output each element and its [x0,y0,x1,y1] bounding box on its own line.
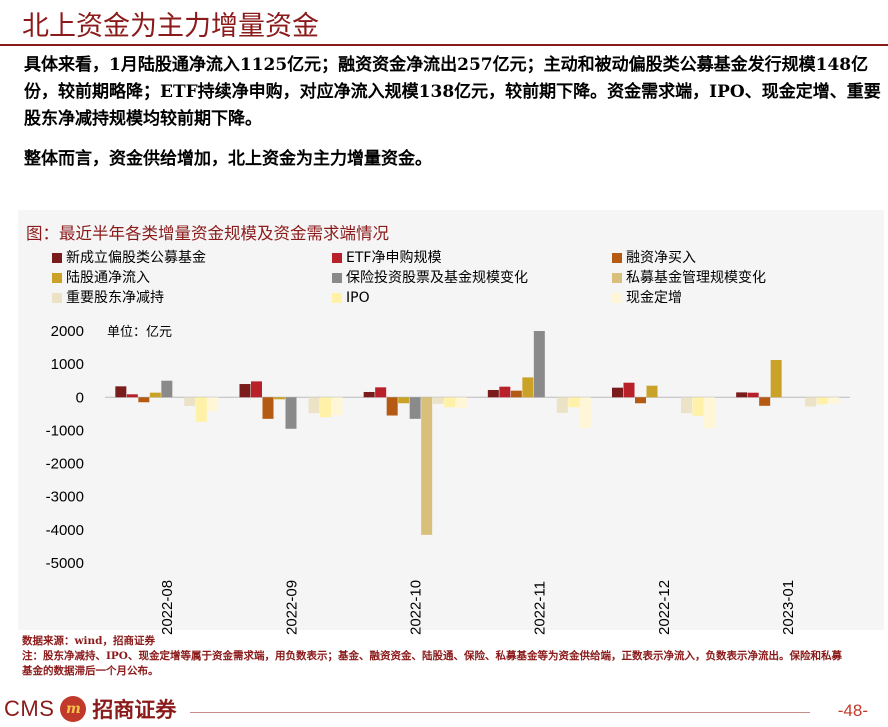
logo-chinese-name: 招商证券 [92,697,177,722]
chart-panel [18,210,884,630]
bar [770,360,782,398]
bar [184,397,196,406]
bar [161,380,173,398]
footer-divider [190,712,810,713]
bar [556,397,568,413]
bar [398,397,410,404]
legend-label: 私募基金管理规模变化 [626,269,766,286]
y-tick-label: -3000 [46,489,84,506]
y-tick-label: 1000 [51,356,84,373]
legend-swatch [52,273,62,283]
bar [747,392,759,398]
bar [646,385,658,398]
legend-swatch [332,273,342,283]
y-tick-label: 2000 [51,323,84,340]
bar [115,386,127,398]
legend-swatch [332,253,342,263]
bar [308,397,320,414]
legend-label: 陆股通净流入 [66,270,150,286]
bar [828,397,840,404]
bar [805,397,817,407]
x-tick-label: 2022-08 [159,580,176,635]
unit-label: 单位：亿元 [107,325,172,340]
y-tick-label: -2000 [46,456,84,473]
bar [623,382,635,398]
bar [635,397,646,404]
footnote-text: 注：股东净减持、IPO、现金定增等属于资金需求端，用负数表示；基金、融资资金、陆… [22,650,842,677]
bar [409,397,421,419]
bar [126,394,138,398]
conclusion-paragraph: 整体而言，资金供给增加，北上资金为主力增量资金。 [24,149,432,169]
bar [579,397,591,428]
source-note: 数据来源：wind，招商证券 注：股东净减持、IPO、现金定增等属于资金需求端，… [22,634,852,679]
bar [432,397,444,404]
legend-label: 现金定增 [626,290,682,306]
bar [704,397,715,429]
x-tick-label: 2023-01 [780,580,797,635]
bar [138,397,150,403]
bar [510,390,522,398]
bar [487,389,499,398]
legend-swatch [612,273,622,283]
chart-title: 图：最近半年各类增量资金规模及资金需求端情况 [26,224,389,243]
legend-label: 保险投资股票及基金规模变化 [346,269,528,286]
bar [499,386,511,398]
bar [262,397,274,419]
x-tick-label: 2022-11 [532,581,549,635]
logo-text: CMS [4,696,55,721]
y-tick-label: 0 [76,389,84,406]
bar [239,384,251,398]
y-tick-label: -5000 [46,555,84,572]
y-tick-label: -4000 [46,522,84,539]
y-tick-label: -1000 [46,422,84,439]
summary-paragraph: 具体来看，1月陆股通净流入1125亿元；融资资金净流出257亿元；主动和被动偏股… [24,55,881,129]
bar [522,377,534,398]
bar [195,397,207,422]
page-title: 北上资金为主力增量资金 [22,11,319,42]
bar [320,397,331,418]
x-tick-label: 2022-12 [656,580,673,635]
bar [207,397,219,412]
bar [149,392,161,398]
legend-swatch [332,293,342,303]
bar [736,392,748,398]
bar [444,397,456,408]
title-divider [0,44,888,46]
bar [759,397,771,406]
legend-swatch [612,293,622,303]
bar [612,387,623,398]
logo-mark-icon: m [60,696,87,722]
x-tick-label: 2022-09 [283,580,300,635]
bar [363,391,375,398]
company-logo: CMS m 招商证券 [4,694,176,724]
legend-swatch [52,253,62,263]
bar [681,397,692,414]
legend-swatch [52,293,62,303]
bar [533,331,545,398]
legend-label: ETF净申购规模 [346,250,441,266]
bar [274,397,285,400]
bar [692,397,704,416]
legend-label: IPO [346,290,370,306]
legend-swatch [612,253,622,263]
legend-label: 新成立偏股类公募基金 [66,249,206,266]
bar [251,381,262,398]
bar [375,387,387,398]
bar [455,397,467,409]
source-text: 数据来源：wind，招商证券 [22,635,156,647]
legend-label: 重要股东净减持 [66,290,164,306]
bar [285,397,297,429]
bar [331,397,343,416]
x-tick-label: 2022-10 [407,580,424,635]
bar [568,397,580,408]
legend-label: 融资净买入 [626,250,696,266]
bar [386,397,398,416]
bar [816,397,828,405]
bar [421,397,433,535]
page-number: -48- [837,701,868,720]
